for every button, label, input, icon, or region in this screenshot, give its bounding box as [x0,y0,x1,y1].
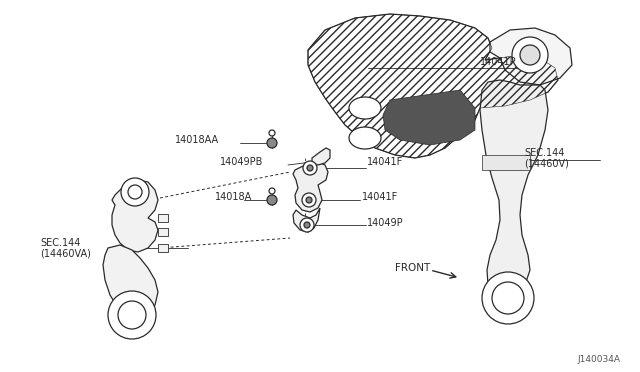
Text: FRONT: FRONT [395,263,430,273]
Circle shape [482,272,534,324]
Text: J140034A: J140034A [577,356,620,365]
Polygon shape [293,208,320,232]
Circle shape [267,195,277,205]
Polygon shape [158,214,168,222]
Polygon shape [312,148,330,165]
Circle shape [269,188,275,194]
Text: 14049P: 14049P [367,218,404,228]
Text: 14041F: 14041F [367,157,403,167]
Polygon shape [308,14,558,158]
Ellipse shape [349,127,381,149]
Circle shape [128,185,142,199]
Circle shape [300,218,314,232]
Circle shape [512,37,548,73]
Text: 14041F: 14041F [362,192,398,202]
Circle shape [121,178,149,206]
Circle shape [304,222,310,228]
Text: (14460VA): (14460VA) [40,248,91,258]
Circle shape [302,193,316,207]
Text: (14460V): (14460V) [524,158,569,168]
Polygon shape [482,155,530,170]
Polygon shape [480,80,548,298]
Circle shape [492,282,524,314]
Circle shape [118,301,146,329]
Polygon shape [158,228,168,236]
Polygon shape [112,180,158,252]
Polygon shape [158,244,168,252]
Text: SEC.144: SEC.144 [40,238,81,248]
Circle shape [303,161,317,175]
Polygon shape [490,28,572,85]
Ellipse shape [349,97,381,119]
Polygon shape [383,90,475,145]
Polygon shape [293,162,328,212]
Text: 14049PB: 14049PB [220,157,264,167]
Text: SEC.144: SEC.144 [524,148,564,158]
Text: 14018A: 14018A [215,192,252,202]
Text: 14041P: 14041P [480,57,516,67]
Circle shape [306,197,312,203]
Circle shape [520,45,540,65]
Circle shape [108,291,156,339]
Polygon shape [103,245,158,318]
Text: 14018AA: 14018AA [175,135,219,145]
Circle shape [307,165,313,171]
Circle shape [269,130,275,136]
Circle shape [267,138,277,148]
